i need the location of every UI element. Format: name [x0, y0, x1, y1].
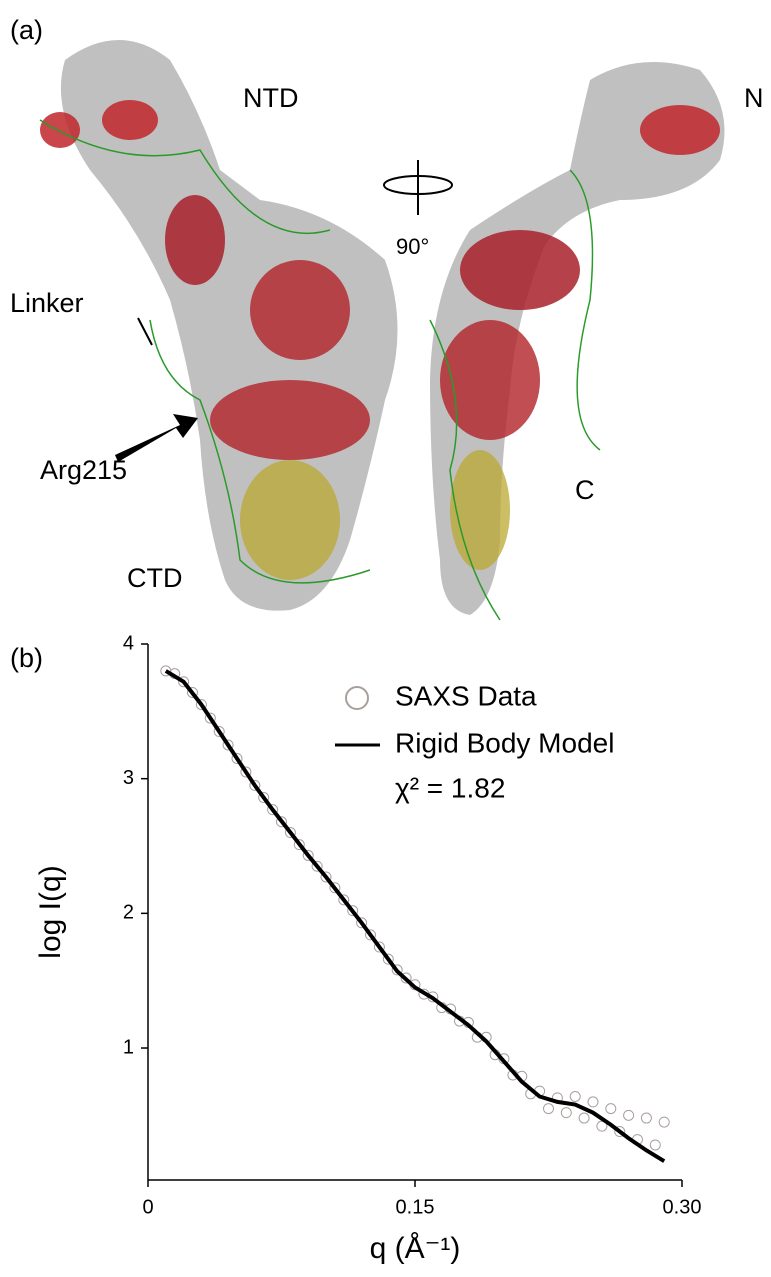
data-point [640, 1112, 652, 1124]
data-point [187, 686, 198, 698]
legend-marker [345, 686, 369, 710]
data-point [658, 1116, 670, 1128]
y-tick-label: 2 [123, 902, 134, 924]
data-point [293, 839, 305, 851]
data-point [178, 676, 190, 688]
legend-label: SAXS Data [395, 680, 537, 711]
linker-label: Linker [10, 288, 84, 318]
x-tick-label: 0.15 [396, 1196, 435, 1218]
ntd-label: NTD [243, 83, 299, 113]
data-point [204, 712, 216, 724]
data-point [356, 917, 368, 929]
y-tick-label: 1 [123, 1036, 134, 1058]
data-point [231, 752, 243, 764]
y-tick-label: 3 [123, 767, 134, 789]
legend-label: Rigid Body Model [395, 727, 614, 758]
data-point [365, 929, 376, 941]
data-point [347, 905, 359, 917]
data-point [222, 739, 234, 751]
data-point [284, 827, 296, 839]
y-tick-label: 4 [123, 632, 134, 654]
annotation: χ² = 1.82 [395, 772, 505, 803]
structure-left [39, 40, 398, 611]
data-point [302, 849, 314, 861]
data-point [258, 792, 270, 804]
data-point [578, 1112, 590, 1124]
panel-label: (a) [10, 15, 43, 45]
data-point [276, 816, 287, 828]
rotation-label: 90° [396, 234, 429, 259]
data-point [623, 1109, 635, 1121]
model-line [164, 669, 666, 1163]
data-point [213, 726, 225, 738]
data-point [391, 964, 403, 976]
x-tick-label: 0 [142, 1196, 153, 1218]
data-point [400, 972, 412, 984]
structure-right [429, 62, 725, 621]
data-point [605, 1103, 617, 1115]
data-point [320, 871, 332, 883]
data-point [560, 1107, 572, 1119]
data-point [267, 804, 279, 816]
data-point [569, 1091, 581, 1103]
linker-arrow [137, 317, 153, 346]
data-point [543, 1103, 554, 1115]
arg-label: Arg215 [40, 455, 127, 485]
y-axis-label: log I(q) [34, 865, 67, 958]
n-label: N [744, 83, 764, 113]
ctd-label: CTD [127, 563, 183, 593]
data-point [614, 1126, 626, 1138]
data-point [587, 1096, 599, 1108]
data-point [195, 699, 207, 711]
data-point [240, 766, 252, 778]
data-point [249, 779, 261, 791]
data-point [338, 894, 350, 906]
arg-arrow [115, 414, 198, 462]
data-point [311, 860, 323, 872]
data-point [373, 941, 385, 953]
data-point [649, 1139, 661, 1151]
x-axis-label: q (Å⁻¹) [370, 1232, 461, 1265]
data-point [382, 953, 394, 965]
x-tick-label: 0.30 [663, 1196, 702, 1218]
data-point [329, 882, 341, 894]
panel-label: (b) [10, 643, 43, 673]
c-label: C [575, 475, 595, 505]
rotation-symbol [383, 160, 453, 215]
